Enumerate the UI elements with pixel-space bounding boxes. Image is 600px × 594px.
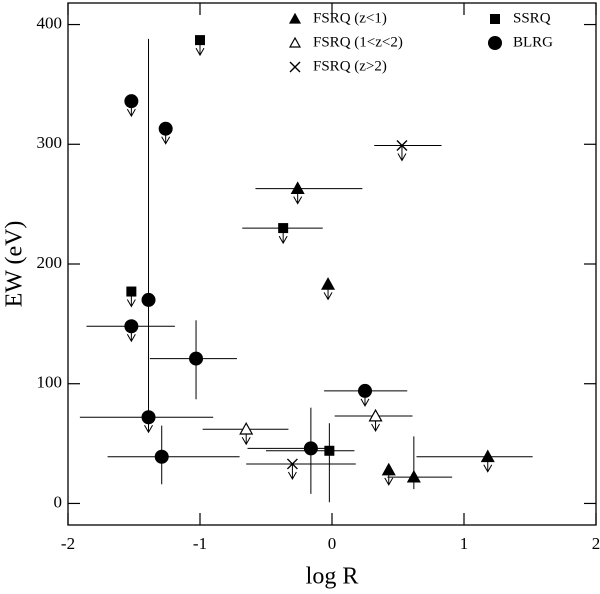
x-axis-label: log R — [306, 564, 359, 590]
legend-label: FSRQ (z>2) — [313, 58, 387, 74]
marker — [303, 441, 318, 456]
marker — [358, 383, 372, 398]
marker — [154, 449, 169, 464]
marker — [290, 181, 305, 194]
marker — [406, 469, 421, 483]
legend-label: BLRG — [513, 34, 553, 50]
y-tick-label: 200 — [37, 253, 63, 272]
legend-marker — [288, 12, 302, 24]
marker — [195, 35, 205, 46]
legend-marker — [488, 36, 502, 50]
upper-limit-arrow — [287, 463, 297, 480]
y-tick-label: 300 — [37, 133, 63, 152]
y-tick-label: 100 — [37, 373, 63, 392]
legend-label: FSRQ (z<1) — [313, 10, 387, 26]
marker — [324, 445, 335, 456]
marker — [239, 421, 254, 435]
marker — [321, 277, 336, 290]
x-tick-label: 0 — [328, 534, 337, 553]
marker — [189, 351, 204, 366]
upper-limit-arrow — [397, 145, 407, 162]
marker — [368, 408, 383, 422]
y-tick-label: 0 — [54, 492, 63, 511]
marker — [126, 286, 137, 297]
x-tick-label: 1 — [460, 534, 469, 553]
marker — [141, 292, 156, 307]
legend-marker — [288, 36, 302, 48]
legend-marker — [289, 61, 301, 73]
legend-marker — [490, 14, 500, 24]
x-tick-label: 2 — [592, 534, 600, 553]
x-tick-label: -2 — [61, 534, 75, 553]
legend-label: FSRQ (1<z<2) — [313, 34, 403, 50]
y-tick-label: 400 — [37, 13, 63, 32]
marker — [124, 94, 139, 109]
marker — [141, 410, 156, 425]
marker — [480, 449, 495, 463]
marker — [381, 462, 396, 476]
marker — [396, 139, 408, 151]
marker — [278, 223, 289, 234]
y-axis-label: EW (eV) — [2, 221, 28, 308]
legend-label: SSRQ — [513, 10, 551, 26]
marker — [158, 121, 173, 136]
marker — [286, 458, 298, 470]
x-tick-label: -1 — [193, 534, 207, 553]
marker — [124, 319, 139, 334]
